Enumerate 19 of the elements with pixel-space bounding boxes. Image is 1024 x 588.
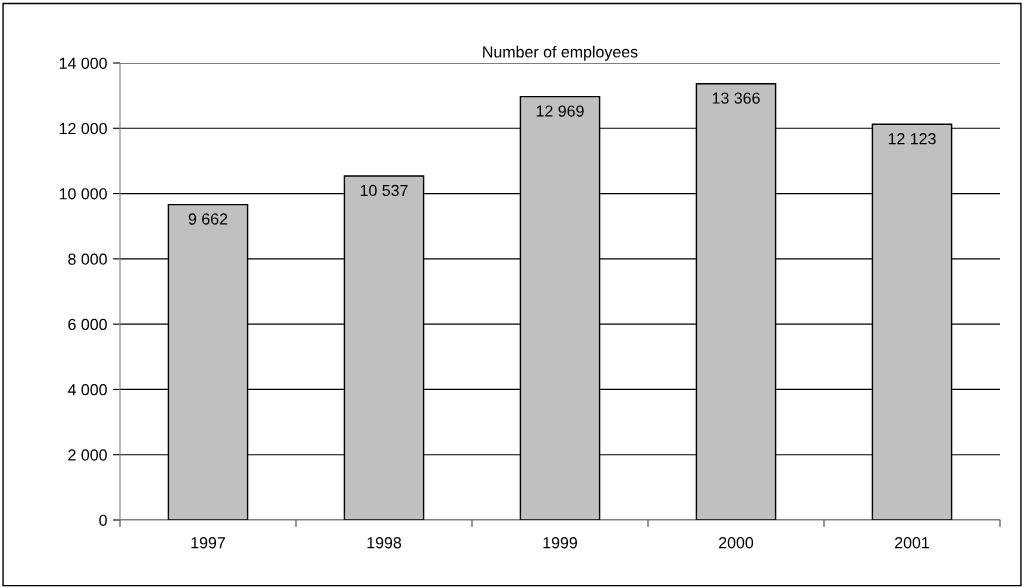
chart-title: Number of employees <box>483 45 638 61</box>
y-tick-label: 2 000 <box>68 449 107 461</box>
x-tick-label: 2001 <box>895 537 929 549</box>
y-tick-label: 0 <box>99 514 107 526</box>
x-tick-label: 1998 <box>367 537 402 549</box>
data-label: 12 123 <box>888 133 936 145</box>
data-label: 10 537 <box>360 184 408 197</box>
data-label: 12 969 <box>536 105 584 117</box>
x-tick-label: 2000 <box>719 537 754 549</box>
y-tick-label: 6 000 <box>68 318 107 331</box>
y-tick-label: 12 000 <box>59 122 107 135</box>
x-tick-label: 1999 <box>543 537 578 549</box>
y-tick-label: 4 000 <box>67 384 107 396</box>
x-tick-label: 1997 <box>191 537 225 549</box>
data-label: 13 366 <box>712 92 760 104</box>
data-label: 9 662 <box>188 213 228 225</box>
y-tick-label: 14 000 <box>59 57 107 69</box>
y-tick-label: 10 000 <box>59 188 107 200</box>
y-tick-label: 8 000 <box>68 253 107 265</box>
